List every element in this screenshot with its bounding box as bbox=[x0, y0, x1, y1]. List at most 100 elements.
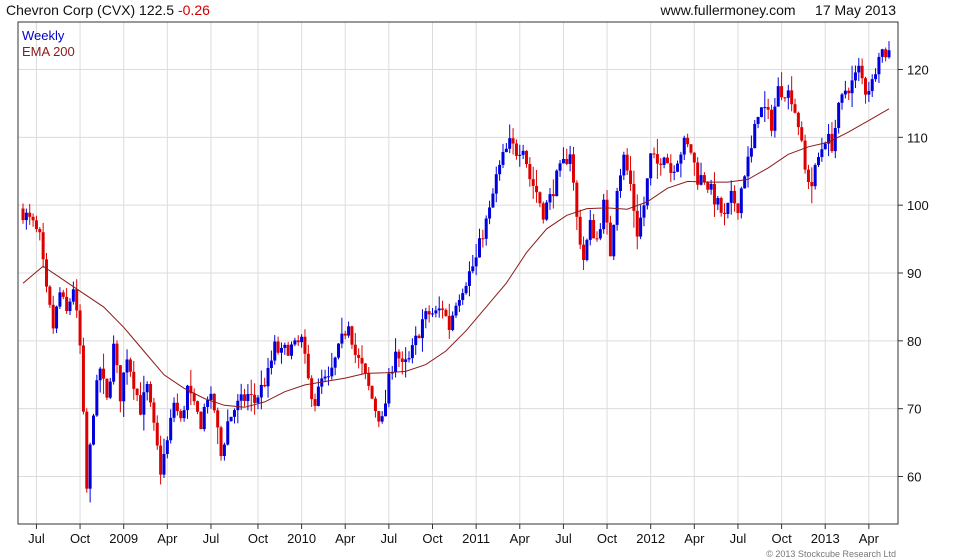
candlestick bbox=[618, 168, 622, 198]
candlestick bbox=[813, 163, 817, 190]
candlestick bbox=[296, 335, 300, 346]
candlestick bbox=[649, 153, 653, 186]
candlestick bbox=[739, 186, 743, 219]
candlestick bbox=[595, 231, 599, 242]
candlestick bbox=[333, 356, 337, 376]
candlestick bbox=[578, 209, 582, 249]
candlestick bbox=[565, 148, 569, 166]
candlestick bbox=[803, 134, 807, 174]
candlestick bbox=[216, 407, 220, 445]
candlestick bbox=[511, 128, 515, 155]
x-tick-label: Apr bbox=[157, 531, 178, 546]
candlestick bbox=[669, 154, 673, 183]
candlestick bbox=[853, 65, 857, 89]
candlestick bbox=[21, 203, 25, 224]
candlestick bbox=[736, 203, 740, 220]
candlestick bbox=[95, 374, 99, 417]
candlestick bbox=[370, 385, 374, 400]
y-tick-label: 110 bbox=[907, 130, 928, 145]
candlestick bbox=[380, 411, 384, 424]
candlestick bbox=[864, 76, 868, 104]
candlestick bbox=[783, 96, 787, 102]
candlestick bbox=[605, 190, 609, 235]
x-tick-label: Jul bbox=[381, 531, 398, 546]
candlestick bbox=[877, 52, 881, 83]
candlestick bbox=[464, 282, 468, 295]
candlestick bbox=[766, 98, 770, 120]
candlestick bbox=[232, 408, 236, 424]
y-tick-label: 90 bbox=[907, 266, 921, 281]
candlestick bbox=[431, 308, 435, 318]
candlestick bbox=[38, 227, 42, 241]
candlestick bbox=[263, 377, 267, 388]
candlestick bbox=[236, 394, 240, 424]
candlestick bbox=[451, 311, 455, 332]
candlestick bbox=[749, 135, 753, 163]
candlestick bbox=[165, 436, 169, 459]
candlestick bbox=[219, 425, 223, 461]
candlestick bbox=[575, 180, 579, 231]
x-tick-label: Apr bbox=[684, 531, 705, 546]
candlestick bbox=[820, 137, 824, 162]
candlestick bbox=[780, 72, 784, 101]
candlestick bbox=[51, 295, 55, 334]
candlestick bbox=[702, 172, 706, 185]
x-tick-label: Jul bbox=[555, 531, 572, 546]
candlestick bbox=[357, 348, 361, 369]
candlestick bbox=[887, 41, 891, 59]
candlestick bbox=[642, 196, 646, 227]
candlestick bbox=[68, 298, 72, 316]
candlestick bbox=[461, 288, 465, 305]
candlestick bbox=[467, 261, 471, 297]
candlestick bbox=[545, 200, 549, 221]
candlestick bbox=[457, 294, 461, 313]
candlestick bbox=[454, 302, 458, 319]
candlestick bbox=[645, 178, 649, 210]
candlestick bbox=[155, 415, 159, 450]
candlestick bbox=[518, 144, 522, 167]
x-tick-label: Apr bbox=[510, 531, 531, 546]
candlestick bbox=[199, 411, 203, 430]
candlestick bbox=[598, 223, 602, 241]
candlestick bbox=[498, 160, 502, 181]
candlestick bbox=[290, 341, 294, 360]
candlestick bbox=[337, 343, 341, 360]
candlestick bbox=[602, 193, 606, 234]
candlestick bbox=[723, 203, 727, 226]
candlestick bbox=[652, 147, 656, 159]
candlestick bbox=[24, 208, 28, 230]
candlestick bbox=[350, 325, 354, 349]
candlestick bbox=[384, 389, 388, 417]
candlestick bbox=[222, 442, 226, 461]
candlestick bbox=[548, 187, 552, 210]
candlestick bbox=[273, 335, 277, 365]
candlestick bbox=[857, 57, 861, 82]
candlestick bbox=[837, 101, 841, 134]
candlestick bbox=[125, 349, 129, 385]
candlestick bbox=[665, 153, 669, 164]
candlestick bbox=[494, 166, 498, 203]
legend-ema: EMA 200 bbox=[22, 44, 75, 59]
candlestick bbox=[243, 388, 247, 407]
ema-200-line bbox=[22, 108, 890, 408]
candlestick bbox=[800, 121, 804, 143]
candlestick bbox=[786, 84, 790, 110]
x-tick-label: Jul bbox=[28, 531, 45, 546]
candlestick bbox=[474, 243, 478, 276]
candlestick bbox=[840, 92, 844, 110]
candlestick bbox=[850, 65, 854, 107]
candlestick bbox=[770, 104, 774, 137]
candlestick bbox=[347, 321, 351, 338]
candlestick bbox=[293, 337, 297, 347]
candlestick bbox=[118, 365, 122, 413]
candlestick bbox=[817, 152, 821, 167]
y-tick-label: 100 bbox=[907, 198, 929, 213]
candlestick bbox=[387, 367, 391, 408]
x-tick-label: Oct bbox=[422, 531, 443, 546]
candlestick bbox=[172, 397, 176, 423]
candlestick bbox=[115, 340, 119, 374]
x-tick-label: Oct bbox=[70, 531, 91, 546]
candlestick bbox=[353, 333, 357, 364]
candlestick bbox=[444, 308, 448, 317]
candlestick bbox=[420, 309, 424, 352]
